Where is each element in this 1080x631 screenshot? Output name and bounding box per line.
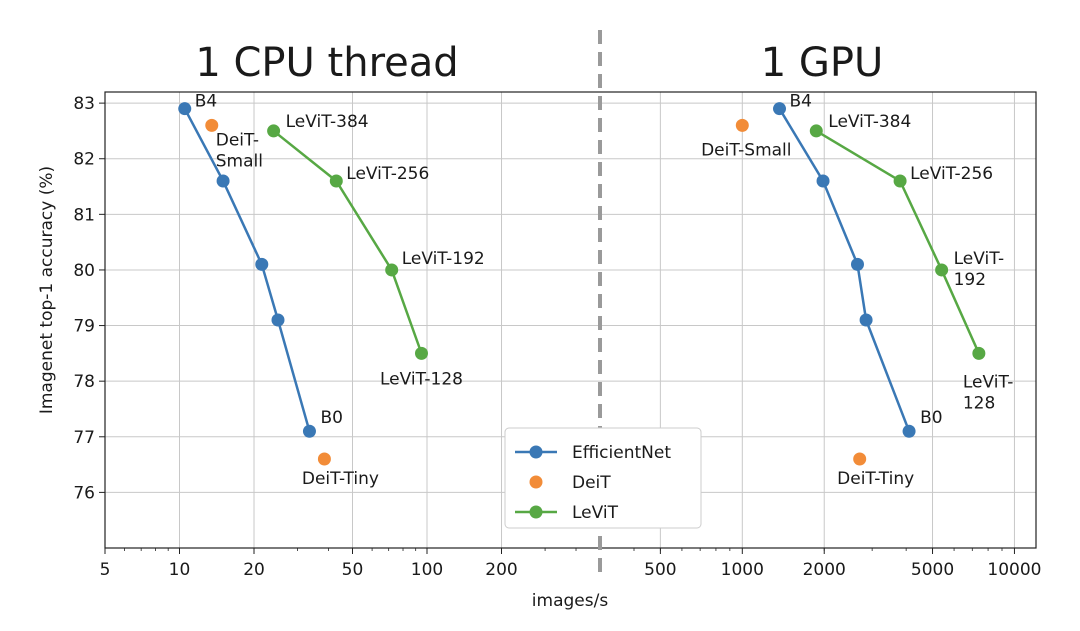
point-label: B4	[195, 92, 217, 112]
y-tick-label: 83	[73, 94, 95, 114]
x-tick-label: 5000	[911, 560, 954, 580]
panel-title: 1 CPU thread	[195, 40, 458, 86]
point-label: LeViT-384	[828, 112, 911, 132]
x-tick-label: 20	[243, 560, 265, 580]
y-tick-label: 77	[73, 428, 95, 448]
x-tick-label: 1000	[721, 560, 764, 580]
point-label: DeiT-Small	[216, 130, 263, 171]
point-label: B4	[790, 92, 812, 112]
data-point-efficientnet	[850, 257, 864, 271]
point-label: DeiT-Tiny	[302, 469, 379, 489]
data-point-levit	[385, 263, 399, 277]
point-label: LeViT-256	[346, 164, 429, 184]
data-point-deit	[735, 118, 749, 132]
data-point-efficientnet	[773, 102, 787, 116]
series-line-levit	[815, 129, 981, 354]
x-tick-label: 5	[100, 560, 111, 580]
point-label: DeiT-Tiny	[837, 469, 914, 489]
data-point-levit	[414, 346, 428, 360]
x-tick-label: 200	[485, 560, 517, 580]
point-label: LeViT-384	[286, 112, 369, 132]
point-label: B0	[920, 408, 942, 428]
legend-label: DeiT	[572, 473, 611, 493]
x-tick-label: 500	[644, 560, 676, 580]
data-point-deit	[317, 452, 331, 466]
point-label: LeViT-128	[963, 372, 1014, 413]
data-point-deit	[205, 118, 219, 132]
plot-frame	[104, 91, 1037, 549]
y-tick-label: 78	[73, 372, 95, 392]
data-point-levit	[935, 263, 949, 277]
data-point-efficientnet	[302, 424, 316, 438]
data-point-efficientnet	[178, 102, 192, 116]
data-point-efficientnet	[816, 174, 830, 188]
point-label: B0	[320, 408, 342, 428]
y-tick-label: 80	[73, 261, 95, 281]
data-point-levit	[893, 174, 907, 188]
data-point-levit	[809, 124, 823, 138]
point-label: LeViT-192	[954, 249, 1005, 290]
x-tick-label: 2000	[803, 560, 846, 580]
data-point-levit	[267, 124, 281, 138]
panel-title: 1 GPU	[761, 40, 884, 86]
data-point-efficientnet	[216, 174, 230, 188]
legend-marker-deit	[529, 475, 543, 489]
y-tick-label: 76	[73, 483, 95, 503]
y-tick-label: 82	[73, 150, 95, 170]
y-axis-label: Imagenet top-1 accuracy (%)	[37, 166, 57, 414]
y-tick-label: 81	[73, 205, 95, 225]
x-tick-label: 10	[169, 560, 191, 580]
data-point-levit	[329, 174, 343, 188]
data-point-deit	[853, 452, 867, 466]
legend-marker-efficientnet	[529, 445, 543, 459]
x-axis-label: images/s	[532, 591, 609, 611]
legend-marker-levit	[529, 505, 543, 519]
x-tick-label: 100	[411, 560, 443, 580]
x-tick-label: 10000	[987, 560, 1041, 580]
legend: EfficientNet DeiT LeViT	[504, 427, 702, 529]
data-point-efficientnet	[859, 313, 873, 327]
point-label: DeiT-Small	[701, 140, 791, 160]
series-line-levit	[272, 129, 423, 354]
point-label: LeViT-256	[910, 164, 993, 184]
data-point-levit	[972, 346, 986, 360]
legend-label: LeViT	[572, 503, 619, 523]
data-point-efficientnet	[255, 257, 269, 271]
y-tick-label: 79	[73, 317, 95, 337]
legend-label: EfficientNet	[572, 443, 671, 463]
data-point-efficientnet	[271, 313, 285, 327]
data-point-efficientnet	[902, 424, 916, 438]
x-tick-label: 50	[342, 560, 364, 580]
point-label: LeViT-128	[380, 369, 463, 389]
point-label: LeViT-192	[402, 249, 485, 269]
